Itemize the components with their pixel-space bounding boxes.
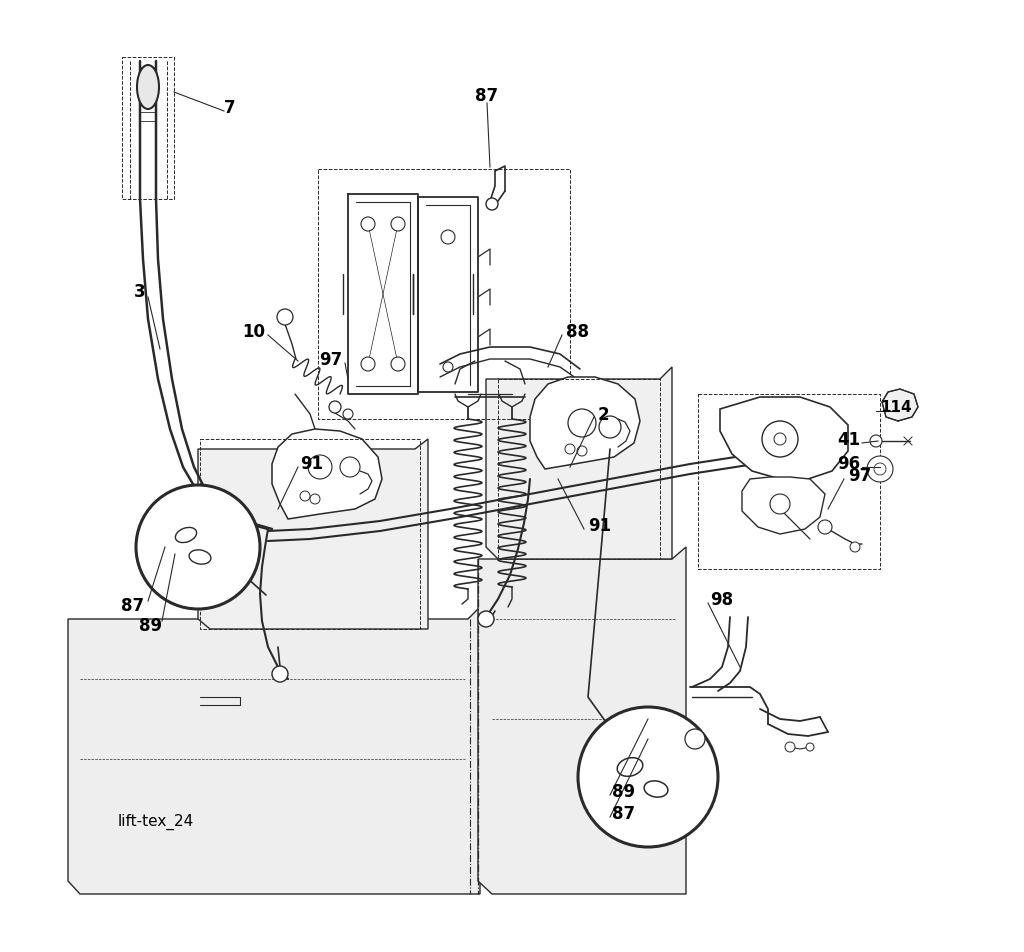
Text: 89: 89 <box>139 616 162 634</box>
Circle shape <box>870 436 882 447</box>
Ellipse shape <box>189 550 211 565</box>
Circle shape <box>774 433 786 446</box>
Ellipse shape <box>644 781 668 798</box>
Circle shape <box>478 611 494 627</box>
Text: 87: 87 <box>475 87 499 105</box>
Circle shape <box>361 358 375 371</box>
Text: 89: 89 <box>612 783 635 801</box>
Circle shape <box>486 199 498 210</box>
Polygon shape <box>478 547 686 894</box>
Circle shape <box>806 744 814 751</box>
Polygon shape <box>742 478 825 534</box>
Circle shape <box>443 363 453 372</box>
Ellipse shape <box>137 66 159 109</box>
Circle shape <box>874 464 886 475</box>
Circle shape <box>278 309 293 326</box>
Text: 98: 98 <box>710 590 733 608</box>
Text: 97: 97 <box>318 350 342 368</box>
Ellipse shape <box>617 758 643 777</box>
Polygon shape <box>486 367 672 560</box>
Polygon shape <box>198 440 428 629</box>
Circle shape <box>391 218 406 231</box>
Circle shape <box>441 230 455 245</box>
Circle shape <box>568 409 596 438</box>
Text: 41: 41 <box>837 430 860 448</box>
Polygon shape <box>882 389 918 422</box>
Text: lift-tex_24: lift-tex_24 <box>118 813 195 829</box>
Circle shape <box>850 543 860 552</box>
Circle shape <box>361 218 375 231</box>
Text: 91: 91 <box>300 454 324 472</box>
Circle shape <box>308 455 332 480</box>
Circle shape <box>340 458 360 478</box>
Text: 7: 7 <box>224 99 236 117</box>
Ellipse shape <box>175 527 197 543</box>
Text: 114: 114 <box>880 400 911 415</box>
Text: 3: 3 <box>133 283 145 301</box>
Polygon shape <box>272 429 382 520</box>
Circle shape <box>770 494 790 514</box>
Circle shape <box>565 445 575 454</box>
Circle shape <box>785 743 795 752</box>
Circle shape <box>818 521 831 534</box>
Text: 2: 2 <box>598 406 609 424</box>
Circle shape <box>599 417 621 439</box>
Circle shape <box>136 486 260 609</box>
Text: 87: 87 <box>612 804 635 823</box>
Circle shape <box>762 422 798 458</box>
Polygon shape <box>68 607 480 894</box>
Circle shape <box>310 494 321 505</box>
Circle shape <box>391 358 406 371</box>
Text: 91: 91 <box>588 516 611 534</box>
Circle shape <box>685 729 705 749</box>
Circle shape <box>343 409 353 420</box>
Text: 10: 10 <box>242 323 265 341</box>
Text: 97: 97 <box>848 466 871 485</box>
Text: 87: 87 <box>121 596 144 614</box>
Circle shape <box>867 457 893 483</box>
Text: 88: 88 <box>566 323 589 341</box>
Circle shape <box>329 402 341 413</box>
Circle shape <box>272 666 288 683</box>
Circle shape <box>578 707 718 847</box>
Polygon shape <box>720 398 848 480</box>
Circle shape <box>300 491 310 502</box>
Circle shape <box>577 446 587 457</box>
Text: 96: 96 <box>837 454 860 472</box>
Polygon shape <box>530 378 640 469</box>
